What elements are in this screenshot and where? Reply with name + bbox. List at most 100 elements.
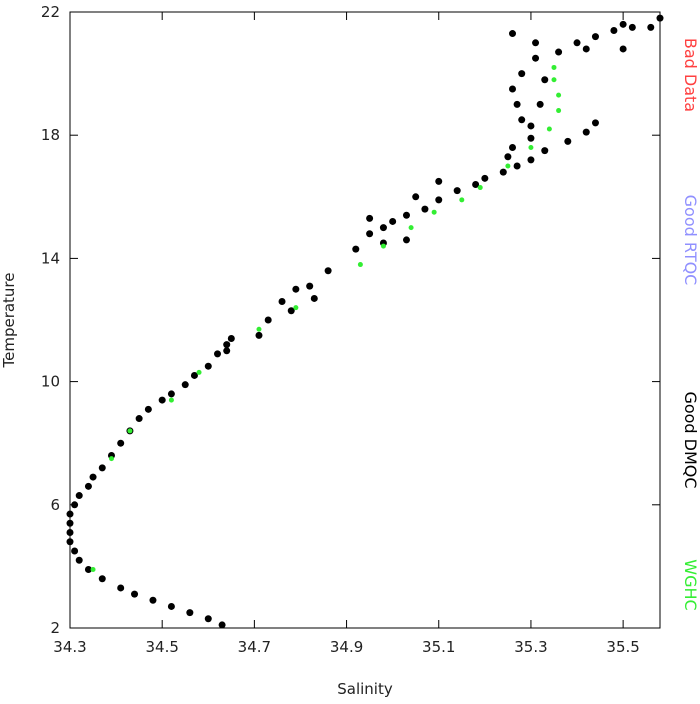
point xyxy=(264,316,272,324)
point xyxy=(66,519,74,527)
point xyxy=(528,145,534,151)
point xyxy=(149,596,157,604)
point xyxy=(218,621,226,629)
point xyxy=(75,492,83,500)
point xyxy=(357,262,363,268)
point xyxy=(504,153,512,161)
legend-entry: Good DMQC xyxy=(681,391,700,488)
point xyxy=(402,236,410,244)
point xyxy=(278,298,286,306)
point xyxy=(135,415,143,423)
point xyxy=(505,163,511,169)
point xyxy=(293,305,299,311)
point xyxy=(412,193,420,201)
point xyxy=(513,100,521,108)
x-tick-label: 34.7 xyxy=(238,638,271,656)
point xyxy=(108,456,114,462)
point xyxy=(628,23,636,31)
point xyxy=(158,396,166,404)
point xyxy=(181,381,189,389)
point xyxy=(204,362,212,370)
point xyxy=(71,501,79,509)
point xyxy=(509,30,516,38)
point xyxy=(227,334,235,342)
point xyxy=(66,529,74,537)
point xyxy=(98,575,106,583)
point xyxy=(564,137,572,145)
point xyxy=(167,390,175,398)
point xyxy=(582,128,590,136)
point xyxy=(380,243,386,249)
point xyxy=(555,48,563,56)
point xyxy=(656,14,664,22)
point xyxy=(389,217,397,225)
x-axis-label: Salinity xyxy=(337,680,393,698)
point xyxy=(402,211,410,219)
point xyxy=(610,26,618,34)
point xyxy=(472,180,480,188)
point xyxy=(223,341,231,349)
point xyxy=(306,282,314,290)
point xyxy=(532,39,540,47)
point xyxy=(127,428,133,434)
point xyxy=(546,126,552,132)
x-tick-label: 35.3 xyxy=(514,638,547,656)
point xyxy=(591,119,599,127)
point xyxy=(477,185,483,191)
point xyxy=(366,230,374,238)
point xyxy=(541,76,549,84)
point xyxy=(71,547,79,555)
point xyxy=(117,439,125,447)
point xyxy=(255,331,263,339)
y-tick-label: 10 xyxy=(41,373,60,391)
point xyxy=(310,294,318,302)
point xyxy=(223,347,231,355)
point xyxy=(551,77,557,83)
point xyxy=(591,33,599,41)
point xyxy=(167,602,175,610)
point xyxy=(379,224,387,232)
point xyxy=(117,584,125,592)
x-tick-label: 34.5 xyxy=(145,638,178,656)
point xyxy=(186,609,194,617)
point xyxy=(256,326,262,332)
legend-entry: Bad Data xyxy=(681,38,700,112)
y-tick-label: 18 xyxy=(41,126,60,144)
point xyxy=(435,196,443,204)
point xyxy=(287,307,295,315)
point xyxy=(619,45,627,53)
point xyxy=(527,134,535,142)
x-tick-label: 34.9 xyxy=(330,638,363,656)
point xyxy=(573,39,581,47)
point xyxy=(499,168,507,176)
point xyxy=(541,147,549,155)
point xyxy=(518,116,526,124)
point xyxy=(90,566,96,572)
point xyxy=(513,162,521,170)
point xyxy=(84,482,92,490)
point xyxy=(421,205,429,213)
point xyxy=(352,245,360,253)
point xyxy=(453,187,461,195)
point xyxy=(324,267,332,275)
point xyxy=(435,177,443,185)
plot-frame xyxy=(69,11,661,629)
point xyxy=(292,285,300,293)
point xyxy=(527,156,535,164)
point xyxy=(536,100,544,108)
point xyxy=(204,615,212,623)
point xyxy=(527,122,535,130)
point xyxy=(66,538,74,546)
legend-entry: WGHC xyxy=(681,559,700,610)
point xyxy=(366,214,374,222)
point xyxy=(481,174,489,182)
x-tick-label: 35.5 xyxy=(606,638,639,656)
point xyxy=(196,369,202,375)
y-axis-label: Temperature xyxy=(0,272,18,368)
point xyxy=(66,510,74,518)
point xyxy=(190,371,198,379)
point xyxy=(214,350,221,358)
point xyxy=(431,209,437,215)
point xyxy=(84,565,92,573)
